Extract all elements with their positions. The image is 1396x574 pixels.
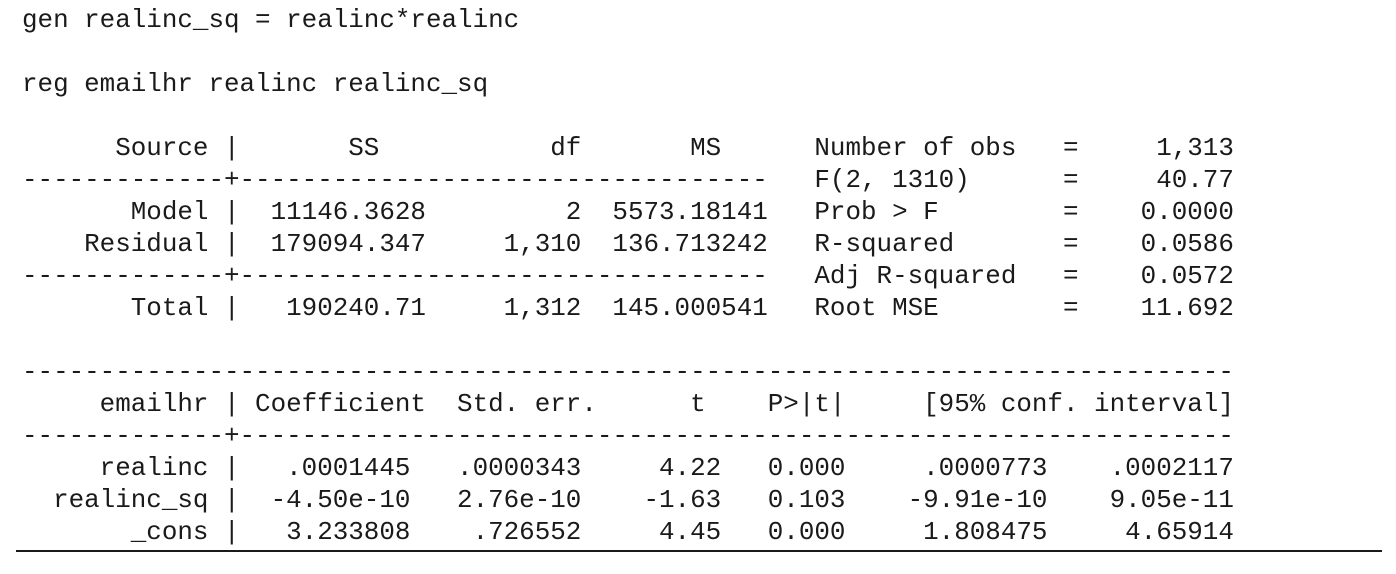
anova-row-model: Model | 11146.3628 2 5573.18141 Prob > F… [22, 197, 1234, 227]
coef-separator: -------------+--------------------------… [22, 421, 1234, 451]
anova-header: Source | SS df MS Number of obs = 1,313 [22, 133, 1234, 163]
anova-separator-2: -------------+--------------------------… [22, 261, 1234, 291]
coef-row-cons: _cons | 3.233808 .726552 4.45 0.000 1.80… [22, 517, 1234, 547]
anova-row-total: Total | 190240.71 1,312 145.000541 Root … [22, 293, 1234, 323]
coef-row-realinc-sq: realinc_sq | -4.50e-10 2.76e-10 -1.63 0.… [22, 485, 1234, 515]
coef-header: emailhr | Coefficient Std. err. t P>|t| … [22, 389, 1234, 419]
anova-row-residual: Residual | 179094.347 1,310 136.713242 R… [22, 229, 1234, 259]
bottom-rule [16, 550, 1382, 552]
anova-separator: -------------+--------------------------… [22, 165, 1234, 195]
coef-row-realinc: realinc | .0001445 .0000343 4.22 0.000 .… [22, 453, 1234, 483]
blank-line [22, 100, 1234, 132]
reg-command-line: reg emailhr realinc realinc_sq [22, 69, 489, 99]
stata-output: gen realinc_sq = realinc*realinc reg ema… [22, 4, 1234, 548]
blank-line [22, 36, 1234, 68]
gen-command-line: gen realinc_sq = realinc*realinc [22, 5, 520, 35]
coef-top-rule: ----------------------------------------… [22, 357, 1234, 387]
blank-line [22, 324, 1234, 356]
